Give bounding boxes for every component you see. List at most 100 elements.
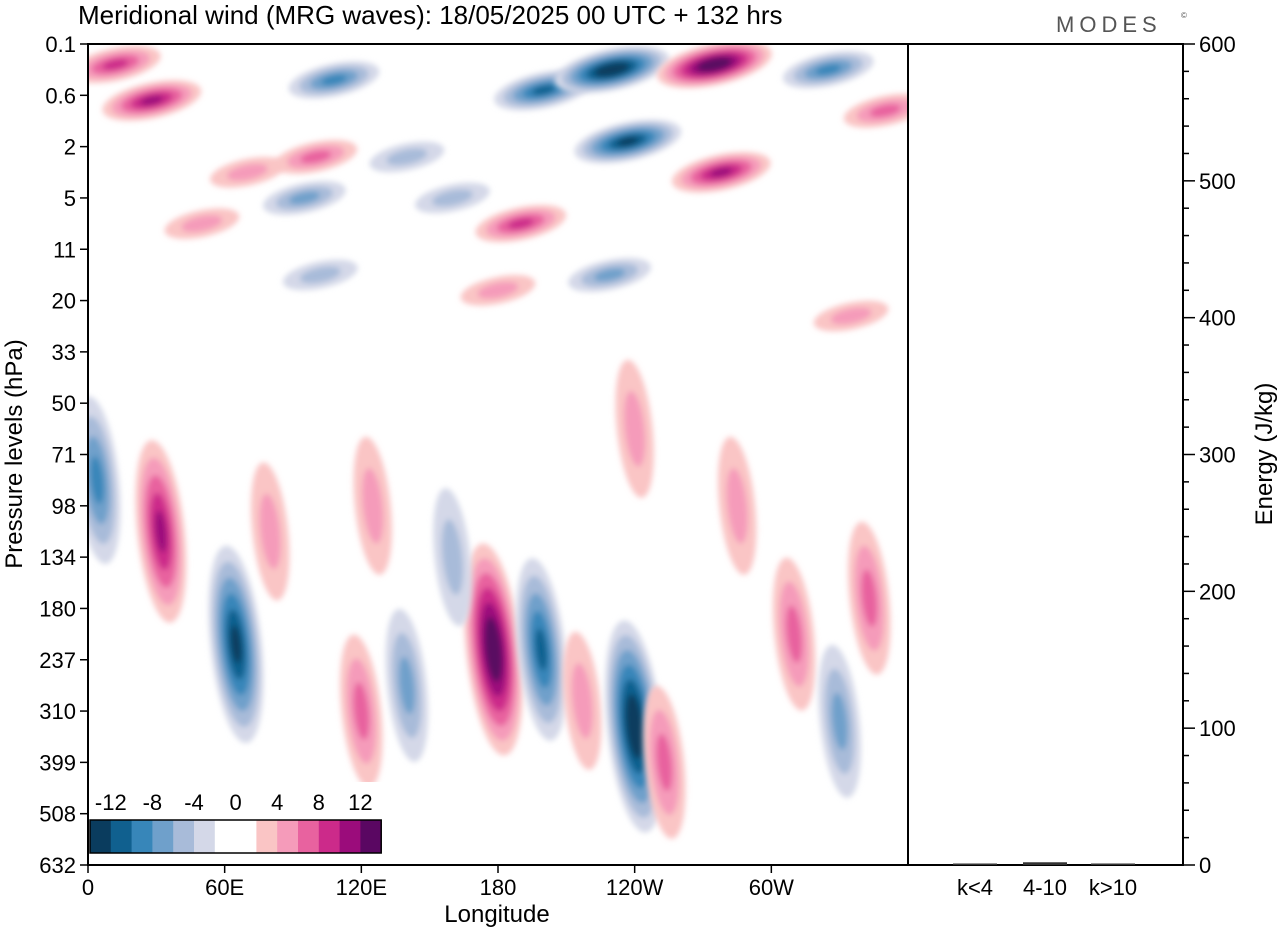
energy-tick-label: 200 [1199, 579, 1236, 604]
wave-cell [274, 139, 358, 174]
wave-cell [568, 257, 652, 292]
wave-cell [818, 644, 861, 798]
wave-cell [353, 436, 392, 575]
wave-contour-level [288, 191, 320, 205]
energy-frame [907, 43, 1184, 866]
y-axis-label: Pressure levels (hPa) [1, 339, 28, 568]
wave-contour-level [571, 663, 593, 739]
wave-cell [671, 151, 771, 193]
wave-contour-level [535, 628, 548, 671]
wave-contour-level [704, 60, 724, 69]
wave-cell [135, 440, 187, 623]
wave-contour-level [624, 391, 646, 467]
energy-bar [1023, 862, 1067, 865]
colorbar-swatch [318, 820, 341, 853]
wave-contour-level [259, 493, 281, 570]
wave-cell [433, 488, 472, 627]
energy-bar [1091, 863, 1135, 865]
pressure-tick-label: 310 [39, 699, 76, 724]
wave-contour-level [102, 59, 129, 70]
pressure-tick-label: 20 [52, 289, 76, 314]
energy-bar [953, 863, 997, 865]
pressure-tick-label: 0.1 [45, 32, 76, 57]
pressure-tick-label: 5 [64, 186, 76, 211]
pressure-tick-label: 71 [52, 443, 76, 468]
wave-contour-level [353, 682, 370, 740]
longitude-tick-label: 60W [749, 875, 794, 900]
wave-cell [657, 44, 772, 89]
wave-cell [563, 631, 602, 770]
energy-category-label: k<4 [957, 875, 993, 900]
colorbar-swatch [90, 820, 112, 853]
wave-cell [772, 557, 816, 711]
x-axis-label: Longitude [444, 901, 549, 928]
wave-contour-level [299, 266, 341, 284]
energy-panel: 0 100 200 300 400 500 600 k<4 4-10 k>10 [953, 32, 1236, 900]
colorbar: -12 -8 -4 0 4 8 12 [88, 782, 388, 864]
wave-cell [463, 543, 523, 756]
wave-cell [282, 259, 358, 291]
longitude-tick-label: 120W [606, 875, 664, 900]
energy-tick-label: 300 [1199, 443, 1236, 468]
wave-contour-level [831, 692, 848, 750]
wave-cell [102, 80, 202, 121]
wave-contour-level [488, 631, 499, 668]
wave-cell [88, 45, 161, 84]
colorbar-swatch [194, 820, 216, 853]
brand-mark: © [1181, 11, 1187, 20]
wave-cell [717, 436, 757, 575]
wave-contour-level [815, 64, 842, 76]
colorbar-label: -4 [184, 790, 204, 815]
wave-cell [164, 208, 240, 239]
pressure-tick-label: 33 [52, 340, 76, 365]
wave-contour-level [227, 163, 268, 181]
wave-contour-level [602, 65, 622, 74]
wave-contour-level [726, 468, 748, 544]
colorbar-frame [89, 819, 382, 854]
wave-cell [210, 156, 285, 188]
energy-tick-label: 600 [1199, 32, 1236, 57]
wave-cell [385, 608, 429, 762]
wave-cell [460, 274, 536, 306]
wave-cell [574, 119, 682, 164]
wave-contour-level [507, 218, 534, 229]
pressure-tick-label: 134 [39, 545, 76, 570]
wave-cell [475, 204, 567, 243]
energy-tick-label: 100 [1199, 716, 1236, 741]
pressure-tick-label: 50 [52, 391, 76, 416]
colorbar-swatch [110, 820, 133, 853]
wave-contour-level [869, 104, 901, 118]
wave-cell [250, 462, 290, 601]
colorbar-swatch [152, 820, 174, 853]
longitude-tick-label: 120E [336, 875, 387, 900]
wave-contour-level [441, 519, 463, 595]
wave-cell [288, 61, 380, 99]
pressure-tick-label: 180 [39, 596, 76, 621]
wave-cell [848, 521, 891, 675]
wave-contour-level [300, 150, 332, 164]
colorbar-label: -12 [95, 790, 127, 815]
wave-cell [369, 141, 445, 173]
colorbar-swatch [235, 820, 257, 853]
colorbar-swatch [131, 820, 153, 853]
wave-contour-level [321, 74, 347, 86]
pressure-tick-label: 0.6 [45, 83, 76, 108]
pressure-tick-label: 98 [52, 494, 76, 519]
colorbar-swatch [277, 820, 299, 853]
wave-contour-level [90, 456, 104, 505]
pressure-tick-label: 237 [39, 648, 76, 673]
wave-cell [643, 685, 686, 839]
wave-contour-level [617, 137, 639, 146]
chart-title: Meridional wind (MRG waves): 18/05/2025 … [78, 0, 783, 30]
wave-contour-level [861, 569, 878, 627]
energy-tick-label: 500 [1199, 169, 1236, 194]
wave-contour-level [181, 215, 223, 232]
wave-cell [554, 46, 670, 94]
colorbar-label: 0 [229, 790, 241, 815]
pressure-tick-label: 11 [53, 237, 76, 262]
wave-contour-level [594, 268, 626, 282]
energy-category-label: 4-10 [1023, 875, 1067, 900]
energy-category-label: k>10 [1089, 875, 1137, 900]
colorbar-label: 4 [271, 790, 283, 815]
